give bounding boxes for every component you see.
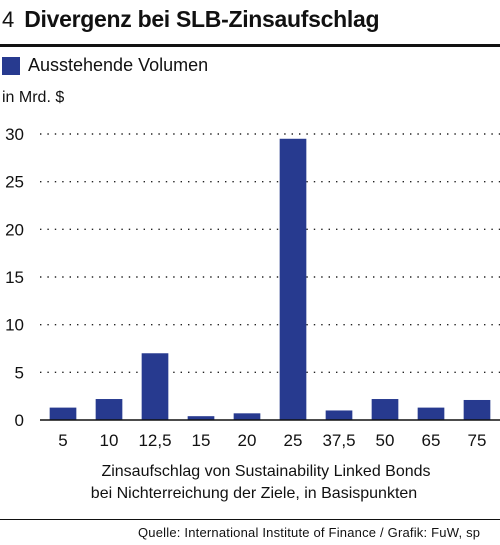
bar [279, 138, 307, 420]
bar [371, 399, 399, 420]
chart-title: Divergenz bei SLB-Zinsaufschlag [24, 6, 380, 32]
x-tick-label: 12,5 [138, 431, 171, 450]
bottom-rule [0, 519, 500, 520]
y-tick-label: 25 [5, 173, 24, 192]
x-axis-label-line-2: bei Nichterreichung der Ziele, in Basisp… [91, 485, 417, 502]
bar [95, 399, 123, 420]
y-tick-label: 15 [5, 268, 24, 287]
y-unit-label: in Mrd. $ [2, 89, 65, 106]
x-tick-label: 10 [100, 431, 119, 450]
x-axis-label-line-1: Zinsaufschlag von Sustainability Linked … [101, 463, 430, 480]
x-tick-label: 75 [468, 431, 487, 450]
y-tick-label: 30 [5, 125, 24, 144]
y-tick-labels: 0 5 10 15 20 25 30 [5, 125, 24, 430]
y-tick-label: 5 [15, 363, 24, 382]
x-tick-label: 15 [192, 431, 211, 450]
bar [49, 407, 77, 420]
grid-lines [40, 133, 500, 374]
x-tick-label: 37,5 [322, 431, 355, 450]
bar [325, 410, 353, 420]
x-tick-label: 20 [238, 431, 257, 450]
bar [233, 413, 261, 420]
top-rule [0, 44, 500, 47]
legend-swatch [2, 56, 20, 75]
bar [187, 416, 215, 420]
bar-chart: 0 5 10 15 20 25 30 5 10 12,5 15 20 25 37,5 50 65 75 Zin… [5, 125, 500, 502]
x-tick-label: 25 [284, 431, 303, 450]
x-tick-labels: 5 10 12,5 15 20 25 37,5 50 65 75 [58, 431, 486, 450]
x-tick-label: 50 [376, 431, 395, 450]
x-tick-label: 65 [422, 431, 441, 450]
bar [141, 353, 169, 420]
source-note: Quelle: International Institute of Finan… [138, 525, 481, 540]
figure-number: 4 [2, 7, 15, 32]
bars [49, 138, 491, 420]
bar [417, 407, 445, 420]
title-row: 4 Divergenz bei SLB-Zinsaufschlag [2, 6, 380, 38]
y-tick-label: 10 [5, 316, 24, 335]
legend-label: Ausstehende Volumen [28, 55, 209, 75]
legend: Ausstehende Volumen [2, 55, 208, 76]
x-tick-label: 5 [58, 431, 67, 450]
y-tick-label: 20 [5, 220, 24, 239]
bar [463, 399, 491, 420]
y-tick-label: 0 [15, 411, 24, 430]
